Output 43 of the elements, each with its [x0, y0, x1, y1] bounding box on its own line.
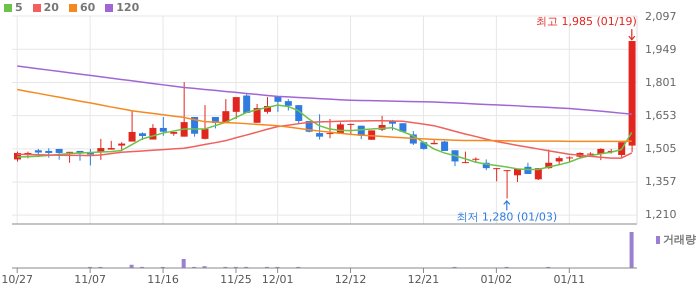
y-tick-label: 2,097	[645, 10, 676, 23]
candlestick	[45, 148, 52, 158]
candlestick	[254, 104, 261, 124]
legend-label: 120	[116, 1, 140, 14]
legend-label: 20	[44, 1, 59, 14]
candlestick	[160, 116, 167, 136]
x-tick-label: 01/11	[553, 273, 586, 286]
x-tick-label: 12/21	[408, 273, 440, 286]
y-tick-label: 1,210	[645, 208, 676, 222]
candlestick	[514, 168, 521, 182]
bar	[182, 259, 186, 268]
legend-label: 거래량	[663, 232, 696, 247]
bar	[630, 232, 634, 268]
y-tick-label: 1,357	[645, 175, 676, 188]
x-tick-label: 11/07	[74, 273, 106, 286]
candlestick	[232, 96, 240, 120]
candlestick	[202, 104, 208, 140]
y-tick-label: 1,505	[645, 142, 676, 156]
legend-label: 60	[80, 1, 96, 14]
y-tick-label: 1,801	[645, 76, 676, 90]
candlestick	[128, 110, 136, 142]
x-tick-label: 01/02	[480, 273, 512, 286]
line-series	[16, 65, 633, 115]
candlestick	[441, 140, 448, 152]
x-tick-label: 12/12	[334, 273, 366, 286]
x-tick-label: 11/16	[147, 273, 179, 286]
candlestick	[326, 118, 334, 139]
candlestick	[493, 168, 500, 182]
candlestick	[504, 170, 511, 200]
candlestick	[316, 114, 324, 140]
y-tick-label: 1,653	[645, 109, 676, 122]
candlestick	[462, 151, 469, 164]
x-tick-label: 11/25	[220, 273, 252, 286]
annotation: 최저 1,280 (01/03)	[456, 210, 558, 224]
x-tick-label: 10/27	[1, 273, 34, 286]
legend-label: 5	[15, 1, 23, 14]
candlestick	[556, 156, 563, 166]
y-tick-label: 1,949	[645, 42, 676, 56]
annotation: 최고 1,985 (01/19)	[536, 15, 637, 28]
candlestick	[284, 98, 292, 112]
x-tick-label: 12/01	[262, 273, 294, 286]
candlestick	[295, 104, 302, 125]
candlestick	[347, 123, 354, 134]
